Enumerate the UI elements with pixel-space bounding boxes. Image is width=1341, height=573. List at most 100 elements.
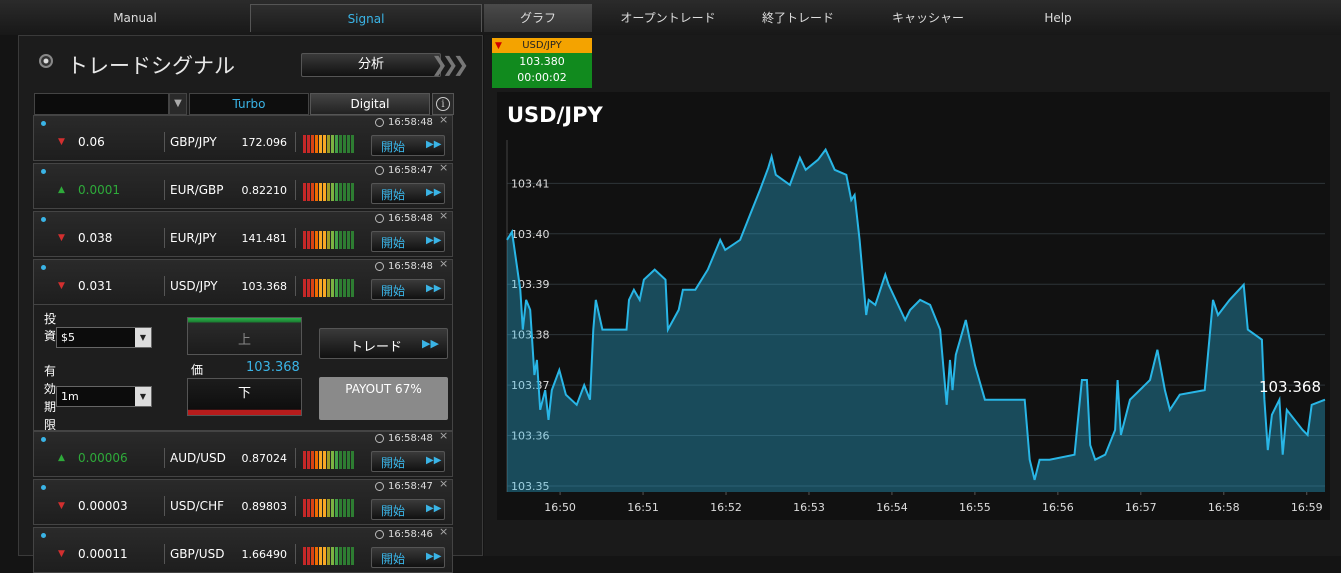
meter-bar — [347, 547, 350, 565]
digital-tab[interactable]: Digital — [310, 93, 430, 115]
meter-bar — [307, 279, 310, 297]
meter-bar — [319, 499, 322, 517]
ticker-price: 103.380 — [519, 55, 565, 68]
meter-bar — [303, 231, 306, 249]
x-tick-label: 16:57 — [1125, 501, 1157, 514]
x-tick-label: 16:51 — [627, 501, 659, 514]
separator — [295, 544, 296, 564]
signal-time: 16:58:47 — [388, 165, 433, 176]
price: 0.89803 — [241, 500, 288, 513]
start-button[interactable]: 開始 ▶▶ — [371, 135, 445, 156]
x-tick-label: 16:50 — [544, 501, 576, 514]
ticker-pair: USD/JPY — [492, 38, 592, 53]
start-button[interactable]: 開始 ▶▶ — [371, 451, 445, 472]
payout: PAYOUT 67% — [319, 377, 448, 420]
nav-tab[interactable]: Help — [1044, 11, 1072, 25]
select-arrow[interactable]: ▼ — [169, 93, 187, 115]
direction-arrow: ▲ — [58, 185, 65, 195]
x-tick-label: 16:53 — [793, 501, 825, 514]
clock-icon — [375, 214, 384, 223]
trade-panel: 投資 $5 ▼ 有効期限 1m ▼ 上価 103.368 下トレード ▶▶ PAYOUT 67% — [33, 304, 453, 431]
price: 103.368 — [241, 280, 288, 293]
strength-meter — [303, 231, 357, 249]
separator — [164, 228, 165, 248]
clock-icon — [375, 118, 384, 127]
meter-bar — [351, 451, 354, 469]
meter-bar — [331, 135, 334, 153]
meter-bar — [303, 499, 306, 517]
nav-tab[interactable]: オープントレード — [620, 11, 716, 25]
direction-arrow: ▼ — [58, 233, 65, 243]
price: 141.481 — [241, 232, 288, 245]
meter-bar — [327, 499, 330, 517]
trade-button[interactable]: トレード ▶▶ — [319, 328, 448, 359]
meter-bar — [319, 451, 322, 469]
invest-select[interactable]: $5 — [56, 327, 152, 348]
meter-bar — [343, 279, 346, 297]
meter-bar — [335, 451, 338, 469]
nav-tab[interactable]: Signal — [250, 4, 482, 32]
ticker-box: USD/JPY ▼ 103.380 00:00:02 — [492, 38, 592, 88]
signal-time: 16:58:48 — [388, 261, 433, 272]
signal-row: 16:58:46 × ▼ 0.00011 GBP/USD 1.66490 開始 ▶▶ — [33, 525, 453, 573]
meter-bar — [315, 183, 318, 201]
status-dot — [41, 265, 46, 270]
filter-select[interactable] — [34, 93, 169, 115]
meter-bar — [319, 547, 322, 565]
close-button[interactable]: × — [439, 525, 449, 538]
meter-bar — [315, 279, 318, 297]
meter-bar — [331, 183, 334, 201]
chart-title: USD/JPY — [507, 103, 603, 127]
signal-change: 0.06 — [78, 135, 105, 149]
nav-tab[interactable]: 終了トレード — [761, 11, 834, 25]
meter-bar — [339, 231, 342, 249]
meter-bar — [319, 135, 322, 153]
expiry-label: 有効期限 — [44, 364, 57, 430]
status-dot — [41, 437, 46, 442]
analyze-button[interactable]: 分析 — [301, 53, 441, 77]
info-button[interactable]: i — [432, 93, 454, 115]
nav-tab[interactable]: グラフ — [484, 4, 592, 32]
turbo-tab[interactable]: Turbo — [189, 93, 309, 115]
meter-bar — [323, 547, 326, 565]
close-button[interactable]: × — [439, 113, 449, 126]
up-button[interactable]: 上 — [187, 317, 302, 355]
select-arrow: ▼ — [135, 328, 151, 347]
meter-bar — [315, 499, 318, 517]
meter-bar — [331, 547, 334, 565]
signal-time: 16:58:48 — [388, 433, 433, 444]
trade-label: トレード — [350, 340, 403, 355]
close-button[interactable]: × — [439, 429, 449, 442]
meter-bar — [323, 231, 326, 249]
y-tick-label: 103.37 — [511, 379, 550, 392]
close-button[interactable]: × — [439, 477, 449, 490]
expiry-select[interactable]: 1m — [56, 386, 152, 407]
down-button[interactable]: 下 — [187, 378, 302, 416]
nav-bar — [0, 0, 1341, 35]
start-button[interactable]: 開始 ▶▶ — [371, 499, 445, 520]
meter-bar — [311, 183, 314, 201]
start-button[interactable]: 開始 ▶▶ — [371, 231, 445, 252]
separator — [164, 180, 165, 200]
strength-meter — [303, 279, 357, 297]
close-button[interactable]: × — [439, 257, 449, 270]
meter-bar — [311, 279, 314, 297]
x-tick-label: 16:54 — [876, 501, 908, 514]
meter-bar — [323, 279, 326, 297]
signal-change: 0.00003 — [78, 499, 128, 513]
close-button[interactable]: × — [439, 209, 449, 222]
meter-bar — [343, 451, 346, 469]
meter-bar — [307, 547, 310, 565]
price-line — [506, 147, 1326, 481]
close-button[interactable]: × — [439, 161, 449, 174]
nav-tab[interactable]: キャッシャー — [891, 11, 964, 25]
start-button[interactable]: 開始 ▶▶ — [371, 547, 445, 568]
nav-tab[interactable]: Manual — [113, 11, 157, 25]
meter-bar — [315, 547, 318, 565]
start-button[interactable]: 開始 ▶▶ — [371, 279, 445, 300]
start-button[interactable]: 開始 ▶▶ — [371, 183, 445, 204]
meter-bar — [331, 231, 334, 249]
meter-bar — [327, 183, 330, 201]
meter-bar — [339, 279, 342, 297]
meter-bar — [311, 547, 314, 565]
